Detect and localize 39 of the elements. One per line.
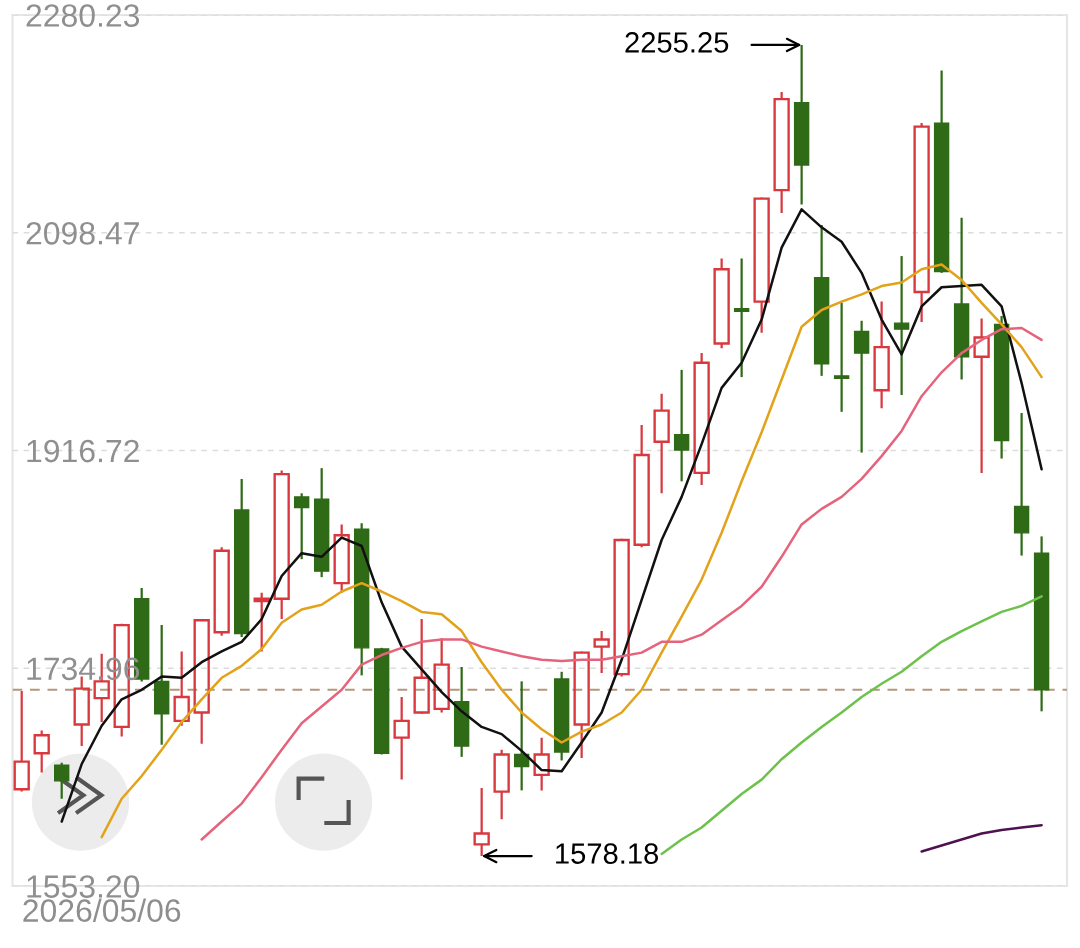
line-series [200,326,1043,841]
candlestick [13,689,30,793]
candlestick [273,469,290,621]
candlestick [193,619,210,745]
candlestick [493,748,510,821]
annotation: 2255.25 [625,32,729,53]
candlestick [873,300,890,410]
candlestick [573,651,590,760]
candlestick [593,629,610,675]
candlestick [653,392,670,495]
candlestick [893,254,910,397]
candlestick [973,317,990,475]
candlestick [913,121,930,324]
annotation: 1578.18 [556,843,659,864]
candlestick [33,729,50,774]
candlestick [853,319,870,454]
x-tick-label: 2026/05/06 [23,898,181,922]
candlestick [473,786,490,858]
y-tick-label: 1916.72 [27,439,139,463]
candlestick [673,368,690,483]
y-tick-label: 2098.47 [26,222,139,245]
candlestick [173,650,190,727]
candlestick [513,680,530,792]
candlestick [413,617,430,714]
y-tick-label: 2280.23 [26,4,140,27]
candlestick [733,257,750,379]
candlestick [753,197,770,334]
candlestick [533,736,550,792]
candlestick [393,695,410,781]
line-series [920,823,1043,853]
candlestick [693,352,710,487]
candlestick [773,90,790,215]
candlestick [253,591,270,653]
candlestick [633,423,650,549]
candlestick [833,301,850,413]
line-series [660,595,1043,856]
y-tick-label: 1553.20 [27,875,140,898]
candlestick [293,492,310,561]
candlestick [54,761,70,800]
